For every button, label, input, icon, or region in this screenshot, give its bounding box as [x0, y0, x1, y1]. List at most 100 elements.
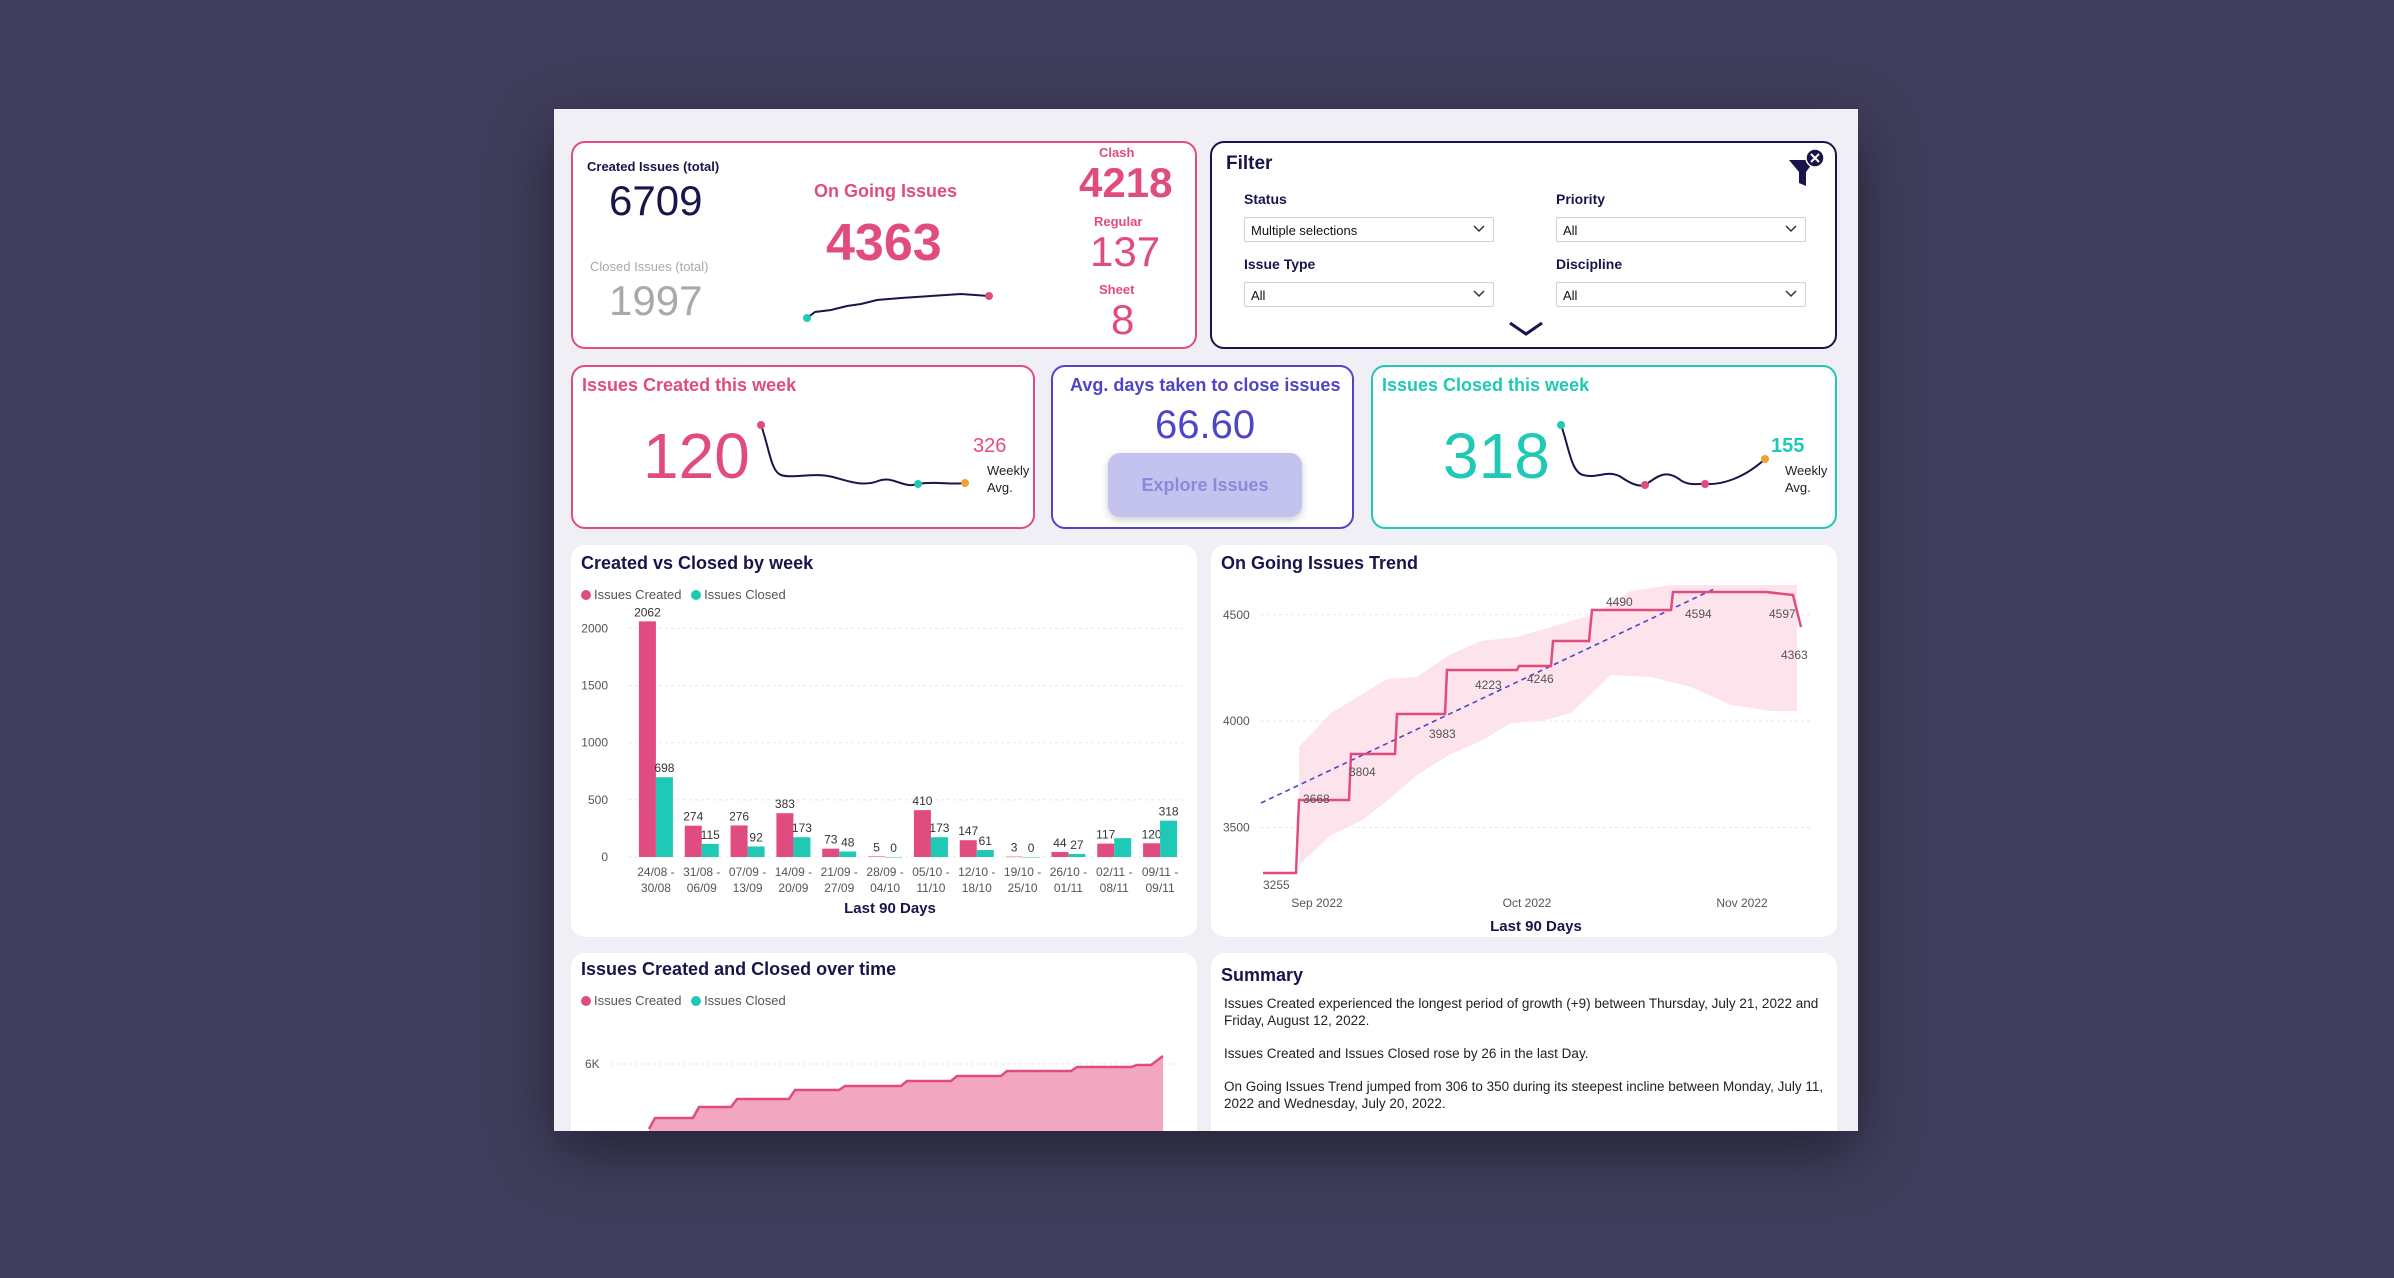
point-label: 4363 [1781, 648, 1808, 662]
data-label-closed: 61 [979, 834, 993, 848]
bar-created [913, 810, 931, 857]
bar-created [638, 621, 656, 857]
priority-dropdown[interactable]: All [1556, 217, 1806, 242]
x-tick-label: 09/11 [1146, 881, 1175, 895]
x-tick-label: 14/09 - [775, 865, 812, 879]
y-tick-label: 500 [588, 793, 608, 807]
regular-value: 137 [1090, 228, 1161, 275]
data-label-created: 44 [1053, 836, 1067, 850]
issue-type-label: Issue Type [1244, 256, 1316, 272]
point-label: 4490 [1606, 595, 1633, 609]
issues-created-week-title: Issues Created this week [582, 375, 797, 395]
issues-closed-week-value: 318 [1443, 420, 1550, 492]
over-time-title: Issues Created and Closed over time [581, 959, 897, 979]
x-tick-label: 31/08 - [683, 865, 720, 879]
sparkline-end-dot [985, 292, 993, 300]
data-label-created: 410 [912, 794, 932, 808]
weekly-avg-label: Weekly [1785, 463, 1828, 478]
status-dropdown[interactable]: Multiple selections [1244, 217, 1494, 242]
data-label-created: 117 [1096, 828, 1115, 842]
regular-label: Regular [1094, 214, 1143, 229]
priority-label: Priority [1556, 191, 1606, 207]
x-tick-label: 20/09 [778, 881, 808, 895]
bar-closed [1022, 857, 1040, 858]
x-tick-label: Sep 2022 [1291, 896, 1343, 910]
bar-closed [1160, 820, 1178, 857]
chevron-down-icon [1785, 225, 1797, 233]
explore-issues-button[interactable]: Explore Issues [1108, 453, 1302, 517]
legend-created-label: Issues Created [594, 993, 682, 1008]
ongoing-issues-line [1263, 590, 1803, 875]
bar-chart-legend: Issues Created Issues Closed [581, 587, 786, 602]
x-tick-label: 30/08 [641, 881, 671, 895]
data-label-closed: 48 [841, 836, 855, 850]
legend-closed-label: Issues Closed [704, 993, 786, 1008]
bar-closed [1114, 838, 1132, 857]
created-total-value: 6709 [609, 177, 703, 224]
created-vs-closed-card: Created vs Closed by week Issues Created… [571, 545, 1197, 937]
data-label-closed: 92 [749, 830, 763, 844]
confidence-band [1299, 585, 1797, 865]
bar-created [1097, 843, 1115, 857]
trend-line [1260, 588, 1715, 804]
legend-created-dot [581, 590, 591, 600]
status-dropdown-value: Multiple selections [1251, 223, 1358, 238]
x-tick-label: 01/11 [1054, 881, 1083, 895]
created-closed-area-chart [611, 1055, 1181, 1131]
data-label-closed: 173 [929, 821, 949, 835]
x-tick-label: 09/11 - [1142, 865, 1178, 879]
data-label-closed: 0 [1028, 841, 1035, 855]
explore-issues-label: Explore Issues [1141, 475, 1269, 495]
bar-closed [747, 846, 765, 857]
expand-filter-chevron-icon[interactable] [1506, 319, 1546, 339]
sparkline-end-dot [1761, 455, 1769, 463]
bar-closed [885, 857, 903, 858]
data-label-created: 147 [958, 824, 978, 838]
weekly-avg-label-2: Avg. [1785, 480, 1811, 495]
point-label: 4594 [1685, 607, 1712, 621]
y-tick-label: 4500 [1223, 608, 1250, 622]
x-tick-label: 13/09 [733, 881, 763, 895]
data-label-created: 2062 [634, 605, 661, 619]
x-tick-label: 08/11 [1100, 881, 1129, 895]
sparkline-min-dot-2 [1701, 480, 1709, 488]
legend-created-label: Issues Created [594, 587, 682, 602]
x-tick-label: 18/10 [962, 881, 992, 895]
sparkline-end-dot [961, 479, 969, 487]
sparkline-start-dot [757, 421, 765, 429]
issues-created-line [647, 1055, 1164, 1130]
summary-paragraph-1: Issues Created experienced the longest p… [1224, 996, 1819, 1028]
clear-filter-icon[interactable] [1786, 148, 1828, 192]
bar-created [730, 825, 748, 857]
sheet-value: 8 [1111, 296, 1135, 343]
discipline-dropdown[interactable]: All [1556, 282, 1806, 307]
x-tick-label: 26/10 - [1050, 865, 1087, 879]
dashboard-canvas: Created Issues (total) 6709 Closed Issue… [554, 109, 1858, 1131]
bar-created [822, 848, 840, 857]
bar-closed [701, 843, 719, 857]
x-tick-label: 12/10 - [958, 865, 995, 879]
issues-closed-avg-value: 155 [1771, 435, 1805, 457]
summary-text: Issues Created experienced the longest p… [1224, 995, 1824, 1128]
created-vs-closed-title: Created vs Closed by week [581, 553, 814, 573]
data-label-created: 120 [1142, 827, 1162, 841]
closed-total-label: Closed Issues (total) [590, 259, 709, 274]
issues-closed-week-card: Issues Closed this week 318 155 Weekly A… [1371, 365, 1837, 529]
point-label: 3983 [1429, 727, 1456, 741]
data-label-created: 274 [683, 810, 703, 824]
ongoing-trend-card: On Going Issues Trend 3500 4000 4500 Sep 20… [1211, 545, 1837, 937]
issue-type-dropdown[interactable]: All [1244, 282, 1494, 307]
clash-label: Clash [1099, 145, 1135, 160]
bar-closed [976, 850, 994, 857]
y-tick-label: 0 [601, 850, 608, 864]
bar-closed [930, 837, 948, 857]
bar-created [1005, 856, 1023, 858]
summary-paragraph-2: Issues Created and Issues Closed rose by… [1224, 1046, 1589, 1061]
bar-created [1143, 843, 1161, 857]
sparkline-min-dot [1641, 481, 1649, 489]
data-label-closed: 173 [792, 821, 812, 835]
chevron-down-icon [1473, 225, 1485, 233]
closed-total-value: 1997 [609, 277, 703, 324]
ongoing-label: On Going Issues [814, 181, 958, 201]
